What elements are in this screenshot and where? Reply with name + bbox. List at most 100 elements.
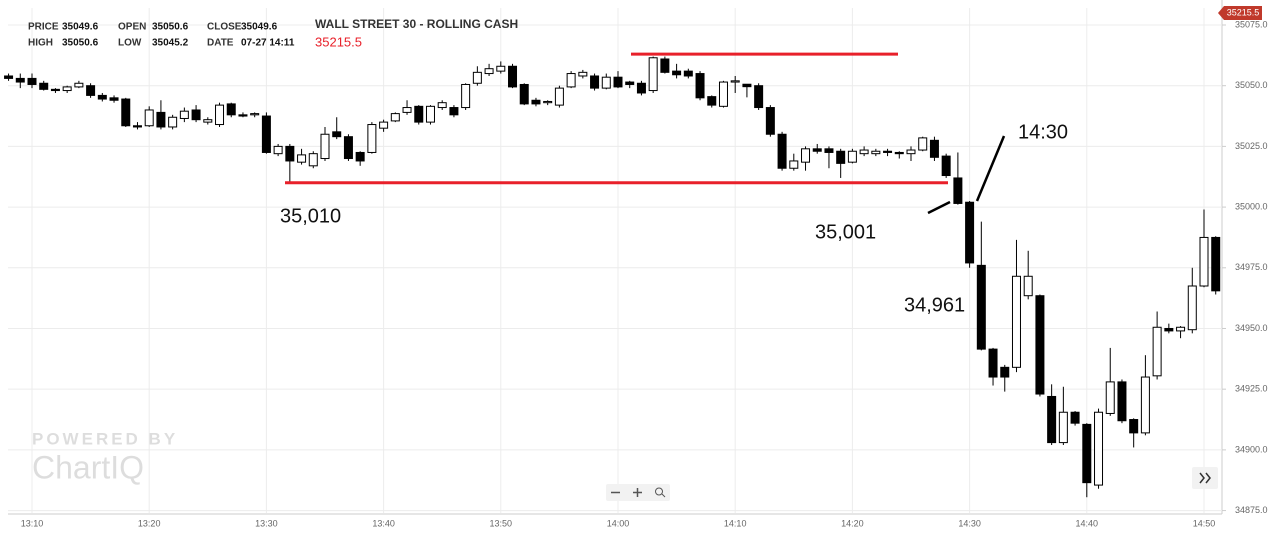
candle-body bbox=[777, 133, 787, 169]
candle-body bbox=[121, 98, 131, 127]
candle-body bbox=[1187, 285, 1197, 331]
candle-body bbox=[156, 111, 166, 128]
candles bbox=[4, 56, 1221, 498]
candle-body bbox=[742, 83, 752, 88]
candle-body bbox=[918, 137, 928, 151]
candle-body bbox=[953, 177, 963, 204]
field-label: CLOSE bbox=[207, 22, 242, 33]
candle-body bbox=[1070, 411, 1080, 424]
candle-body bbox=[1035, 295, 1045, 395]
candle-body bbox=[1176, 326, 1186, 332]
candle-body bbox=[1023, 275, 1033, 297]
candle-body bbox=[414, 105, 424, 123]
candle-body bbox=[437, 102, 447, 109]
zoom-controls bbox=[606, 484, 670, 501]
x-tick-label: 13:40 bbox=[372, 518, 395, 528]
candle-body bbox=[988, 348, 998, 378]
candle-body bbox=[449, 107, 459, 116]
x-tick-label: 14:10 bbox=[724, 518, 747, 528]
candle-body bbox=[847, 150, 857, 163]
candle-body bbox=[390, 113, 400, 122]
candle-body bbox=[226, 103, 236, 116]
candle-body bbox=[250, 113, 260, 116]
candle-body bbox=[191, 109, 201, 121]
candle-body bbox=[62, 86, 72, 92]
x-tick-label: 13:10 bbox=[21, 518, 44, 528]
candle-body bbox=[1000, 366, 1010, 378]
candle-body bbox=[320, 133, 330, 160]
candle-body bbox=[215, 104, 225, 126]
field-label: PRICE bbox=[28, 22, 59, 33]
candle-body bbox=[367, 124, 377, 153]
scroll-button[interactable] bbox=[1192, 467, 1218, 489]
candle-body bbox=[859, 149, 869, 155]
candle-body bbox=[625, 81, 635, 85]
candle-body bbox=[15, 77, 25, 83]
candle-body bbox=[789, 160, 799, 169]
candle-body bbox=[707, 96, 717, 106]
candle-body bbox=[1082, 423, 1092, 484]
x-tick-label: 14:50 bbox=[1193, 518, 1216, 528]
candle-body bbox=[883, 150, 893, 153]
candle-body bbox=[461, 83, 471, 109]
candle-body bbox=[1140, 376, 1150, 434]
y-tick-label: 34975.0 bbox=[1235, 262, 1268, 272]
field-value: 35050.6 bbox=[62, 38, 99, 49]
candle-body bbox=[730, 80, 740, 83]
candle-body bbox=[1129, 419, 1139, 434]
candle-body bbox=[308, 153, 318, 167]
candle-body bbox=[273, 145, 283, 155]
candle-body bbox=[929, 139, 939, 158]
candle-body bbox=[238, 114, 248, 117]
candle-body bbox=[894, 151, 904, 155]
candle-body bbox=[1152, 326, 1162, 377]
candle-body bbox=[484, 68, 494, 75]
price-tag-label: 35215.5 bbox=[1227, 7, 1260, 17]
candle-body bbox=[1094, 411, 1104, 486]
candle-body bbox=[941, 155, 951, 177]
watermark: POWERED BY ChartIQ bbox=[32, 429, 178, 485]
candle-body bbox=[1211, 236, 1221, 292]
candle-body bbox=[109, 97, 119, 101]
watermark-top: POWERED BY bbox=[32, 429, 178, 448]
candle-body bbox=[472, 71, 482, 84]
candle-body bbox=[543, 100, 553, 104]
field-value: 35045.2 bbox=[152, 38, 189, 49]
y-tick-label: 34875.0 bbox=[1235, 505, 1268, 515]
candle-body bbox=[355, 151, 365, 162]
field-label: LOW bbox=[118, 38, 142, 49]
candle-body bbox=[754, 85, 764, 109]
candle-body bbox=[554, 87, 564, 106]
candle-body bbox=[179, 110, 189, 119]
candle-body bbox=[402, 107, 412, 113]
field-value: 35050.6 bbox=[152, 22, 189, 33]
candle-body bbox=[379, 121, 389, 129]
candle-body bbox=[74, 82, 84, 88]
annotation: 35,010 bbox=[280, 205, 341, 227]
candle-body bbox=[343, 136, 353, 160]
candle-body bbox=[906, 149, 916, 155]
zoom-in[interactable] bbox=[633, 488, 642, 497]
field-label: OPEN bbox=[118, 22, 146, 33]
x-tick-label: 13:30 bbox=[255, 518, 278, 528]
zoom-reset[interactable] bbox=[655, 487, 666, 498]
candle-body bbox=[203, 119, 213, 123]
candle-body bbox=[590, 75, 600, 89]
y-tick-label: 35050.0 bbox=[1235, 80, 1268, 90]
annotation-strokes bbox=[927, 135, 1006, 215]
candle-body bbox=[578, 71, 588, 77]
candle-body bbox=[836, 150, 846, 164]
y-tick-label: 34925.0 bbox=[1235, 384, 1268, 394]
candle-body bbox=[261, 115, 271, 153]
candle-body bbox=[683, 70, 693, 77]
price-tag-box bbox=[1218, 6, 1262, 20]
x-tick-label: 13:50 bbox=[490, 518, 513, 528]
header: PRICE 35049.6 OPEN 35050.6 CLOSE 35049.6… bbox=[28, 17, 518, 49]
candle-body bbox=[601, 76, 611, 89]
candle-body bbox=[332, 131, 342, 138]
price-tag: 35215.5 bbox=[1218, 6, 1262, 20]
candle-body bbox=[508, 65, 518, 88]
candle-body bbox=[636, 82, 646, 94]
candle-body bbox=[168, 116, 178, 128]
